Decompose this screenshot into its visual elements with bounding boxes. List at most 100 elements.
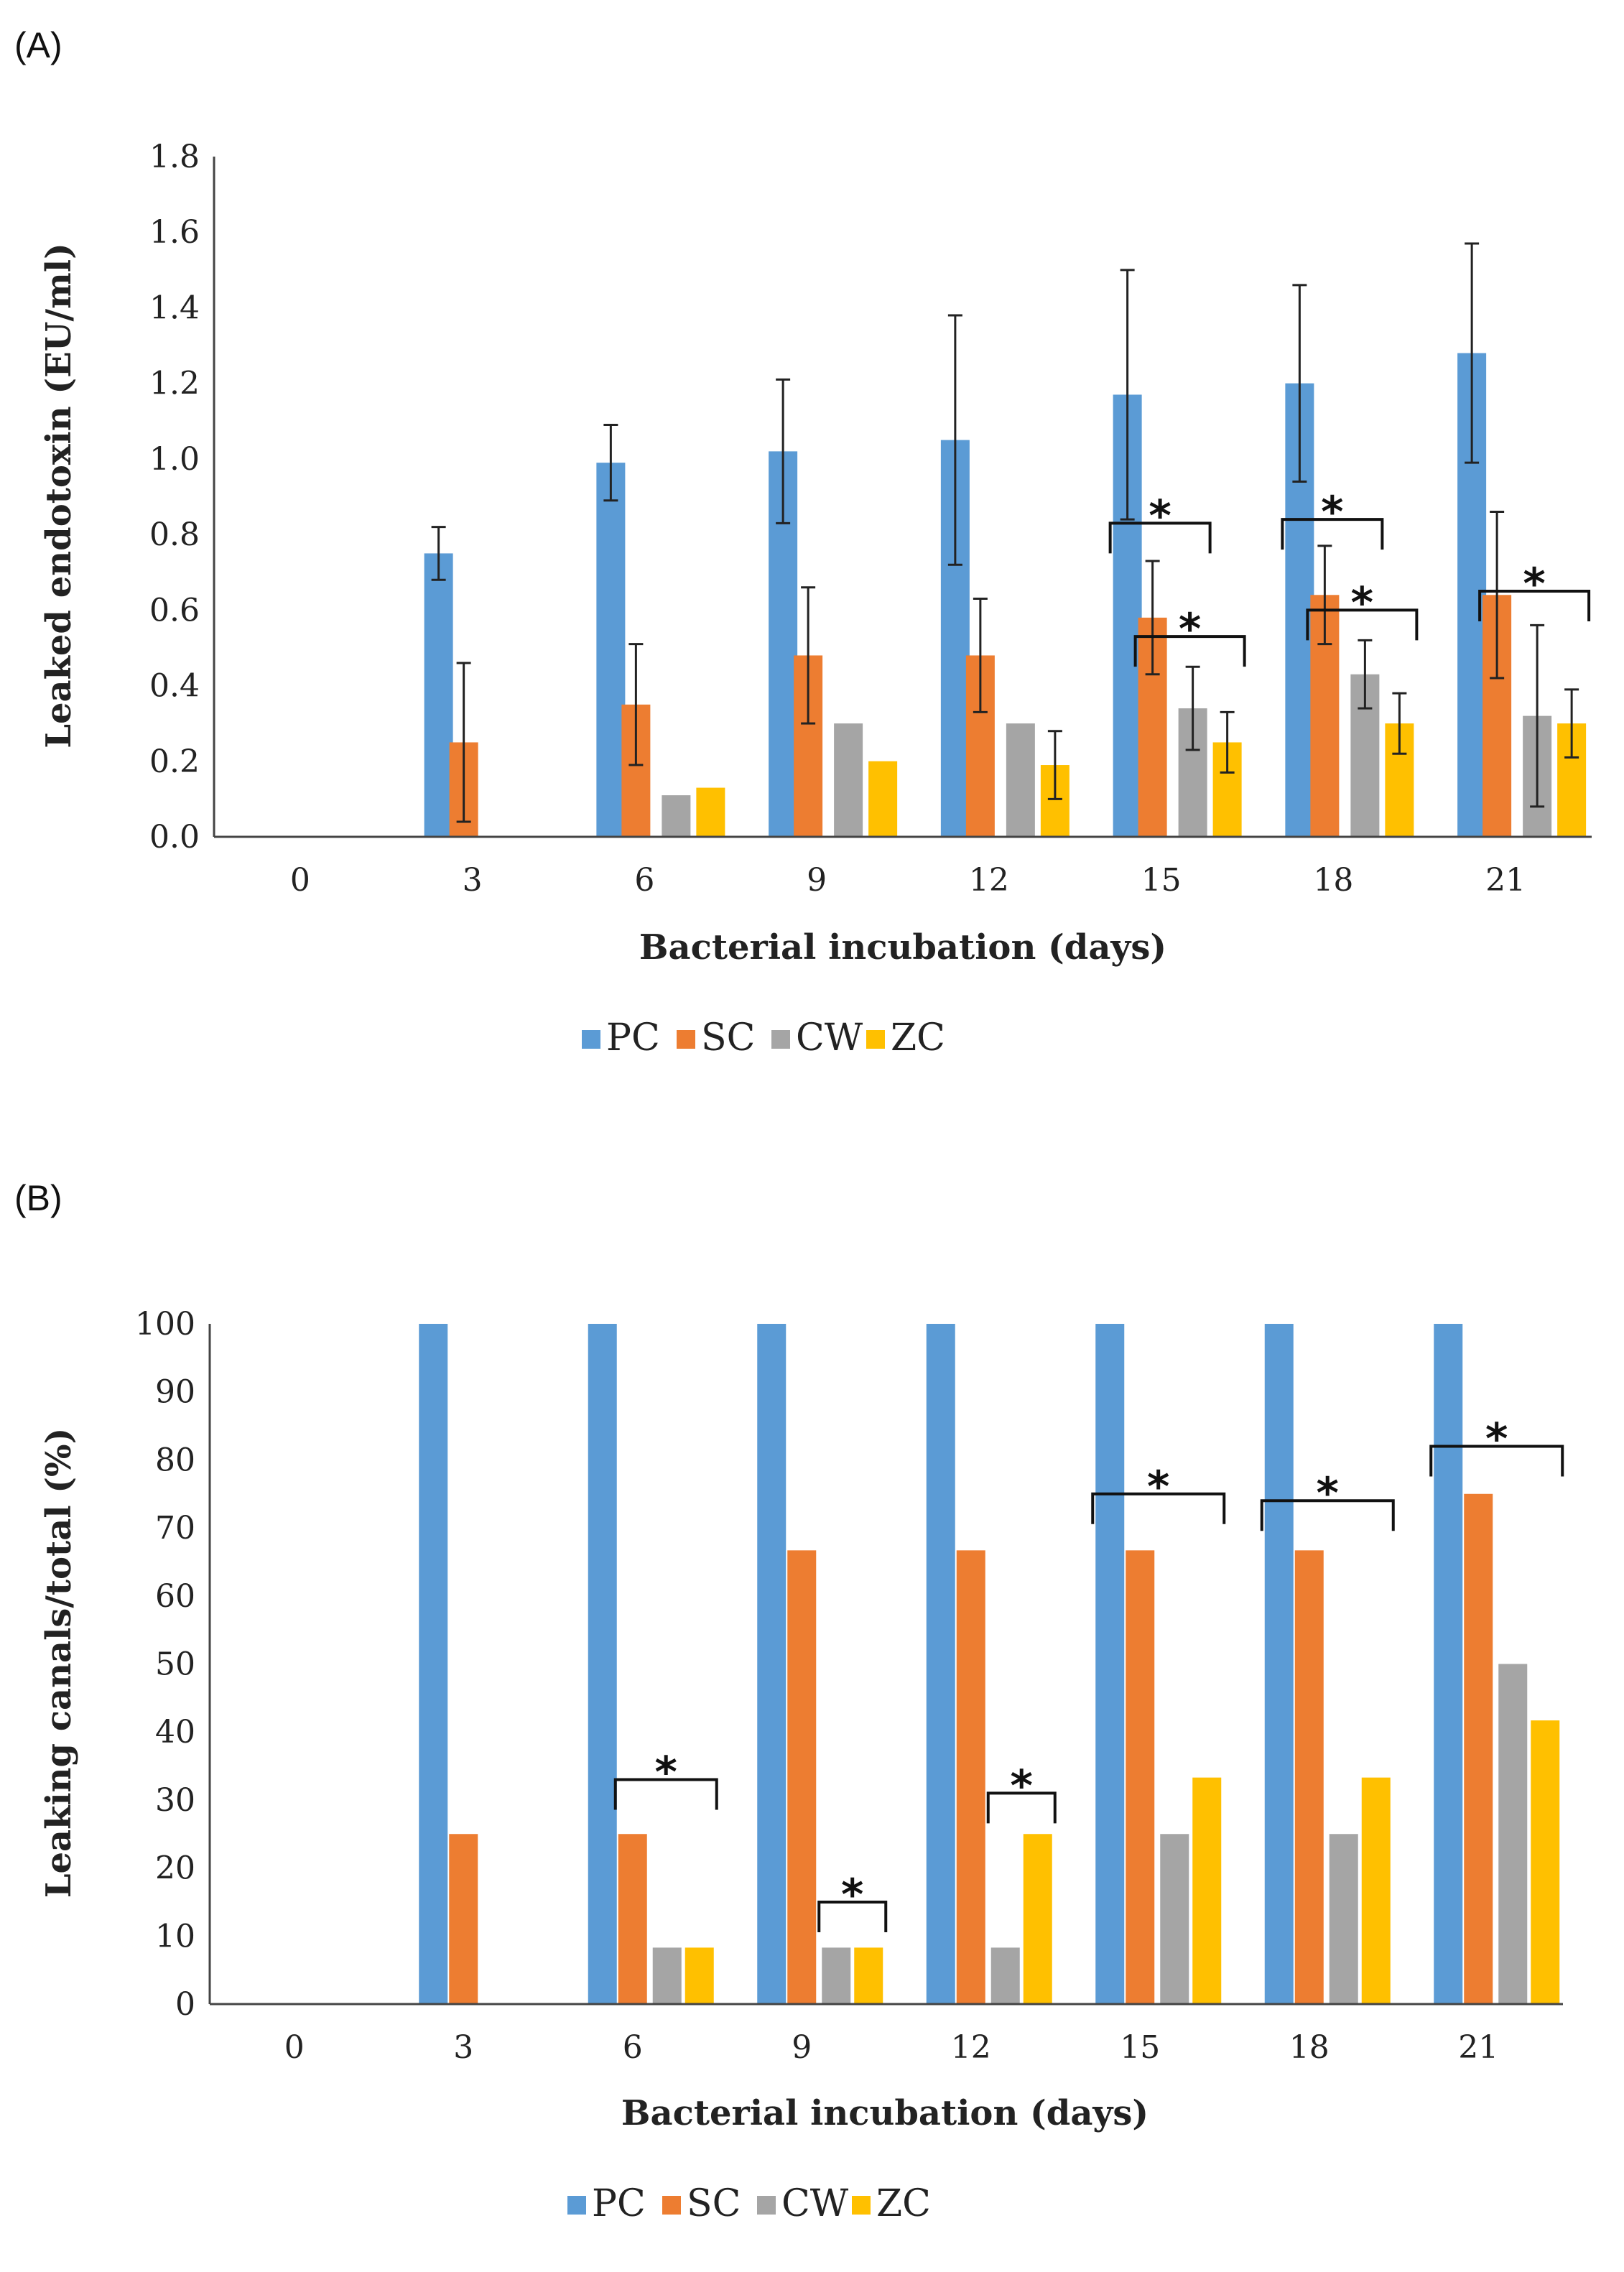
chart-b-bar-cw [990,1947,1020,2004]
chart-b-bar-cw [1329,1834,1358,2004]
chart-a-significance-star: * [1179,604,1201,654]
chart-b-x-tick-label: 15 [1120,2029,1160,2066]
chart-a-y-tick-label: 0.4 [149,668,200,705]
chart-b-bar-zc [854,1947,883,2004]
chart-a-significance-star: * [1149,491,1171,541]
chart-a-bar-cw [834,723,863,837]
chart-b-bar-zc [1023,1834,1052,2004]
chart-b-x-tick-label: 21 [1458,2029,1498,2066]
chart-a-x-tick-label: 0 [290,862,310,899]
chart-b-bar-cw [822,1947,851,2004]
chart-a-legend-swatch-cw [771,1030,790,1049]
chart-a-x-tick-label: 3 [463,862,483,899]
chart-b-x-tick-label: 3 [453,2029,473,2066]
panel-b-label: (B) [14,1178,62,1218]
chart-b-bar-zc [1192,1777,1222,2004]
chart-b-legend-swatch-pc [567,2196,586,2215]
chart-b-bar-pc [926,1324,955,2004]
chart-b-bar-pc [588,1324,617,2004]
chart-b-x-tick-label: 12 [951,2029,991,2066]
panel-a-label: (A) [14,25,62,65]
chart-a-legend-label-pc: PC [606,1016,660,1060]
chart-b-bar-cw [1160,1834,1189,2004]
chart-b-legend-swatch-cw [757,2196,776,2215]
chart-b-bar-sc [956,1550,985,2004]
chart-b-bar-sc [618,1834,647,2004]
chart-b-legend-label-zc: ZC [876,2182,931,2225]
chart-a-legend-swatch-zc [866,1030,885,1049]
chart-a-y-tick-label: 1.6 [149,214,200,251]
chart-b-y-tick-label: 30 [155,1782,195,1819]
chart-b-significance-bracket [817,1900,888,1932]
chart-a-legend-label-cw: CW [796,1016,863,1060]
chart-b-bar-pc [419,1324,448,2004]
chart-b-x-tick-label: 6 [623,2029,643,2066]
chart-b-bar-pc [757,1324,787,2004]
chart-a-y-tick-label: 1.0 [149,441,200,478]
chart-b-x-axis-title: Bacterial incubation (days) [621,2093,1149,2133]
chart-a-significance-star: * [1523,559,1545,609]
chart-a-legend-swatch-sc [677,1030,695,1049]
chart-a-bar-zc [696,787,725,837]
chart-b-bar-cw [652,1947,682,2004]
chart-b-y-tick-label: 60 [155,1578,195,1615]
chart-b-y-tick-label: 100 [135,1306,195,1343]
chart-a-x-tick-label: 18 [1313,862,1353,899]
chart-b: 0 10 20 30 40 50 60 70 80 90 100 0 3 6 9 12 15 18 21 * * * * * * [135,1306,1564,2066]
chart-b-legend-label-cw: CW [781,2182,849,2225]
chart-b-bar-pc [1095,1324,1125,2004]
chart-a-significance-bracket [1306,608,1419,641]
chart-b-significance-star: * [841,1870,863,1920]
chart-a: 0.0 0.2 0.4 0.6 0.8 1.0 1.2 1.4 1.6 1.8 0 3 6 9 12 15 18… [149,139,1592,899]
chart-b-bar-sc [1294,1550,1324,2004]
chart-a-y-tick-label: 0.8 [149,516,200,553]
chart-b-bar-sc [1126,1550,1155,2004]
chart-b-legend-swatch-sc [662,2196,681,2215]
chart-a-legend-label-sc: SC [701,1016,755,1060]
chart-a-y-tick-label: 0.0 [149,819,200,856]
chart-a-x-tick-label: 9 [807,862,827,899]
chart-a-legend: PC SC CW ZC [582,1016,945,1060]
chart-b-y-tick-label: 10 [155,1918,195,1955]
chart-b-significance-bracket [1091,1492,1226,1524]
chart-a-y-tick-label: 1.2 [149,366,200,402]
chart-a-significance-bracket [1478,590,1591,622]
chart-a-bar-cw [662,795,691,837]
chart-a-bar-zc [868,761,898,837]
chart-b-legend-label-pc: PC [592,2182,646,2225]
chart-b-bar-zc [1361,1777,1391,2004]
chart-a-bar-cw [1006,723,1035,837]
chart-b-significance-bracket [1429,1445,1564,1477]
chart-b-bar-cw [1498,1664,1528,2004]
chart-b-bar-zc [1531,1720,1560,2004]
chart-b-x-tick-label: 18 [1289,2029,1330,2066]
chart-b-significance-bracket [1260,1499,1395,1531]
chart-a-y-tick-label: 1.8 [149,139,200,175]
chart-b-significance-bracket [613,1778,718,1810]
chart-a-y-tick-label: 0.6 [149,592,200,629]
chart-a-x-tick-label: 21 [1485,862,1526,899]
chart-b-bar-sc [787,1550,817,2004]
chart-b-significance-star: * [1317,1468,1339,1518]
chart-a-x-tick-label: 12 [969,862,1009,899]
chart-b-bar-pc [1434,1324,1463,2004]
chart-a-x-axis-title: Bacterial incubation (days) [639,927,1166,968]
chart-b-bar-sc [449,1834,478,2004]
chart-a-bar-pc [424,553,453,837]
chart-a-significance-star: * [1351,578,1373,628]
chart-a-significance-bracket [1281,518,1384,550]
chart-b-x-tick-label: 0 [284,2029,305,2066]
chart-a-legend-label-zc: ZC [891,1016,945,1060]
chart-b-significance-bracket [986,1791,1057,1824]
chart-b-y-tick-label: 20 [155,1850,195,1887]
chart-b-significance-star: * [1485,1414,1508,1464]
chart-b-legend-swatch-zc [852,2196,871,2215]
chart-a-significance-bracket [1108,521,1212,554]
chart-b-significance-star: * [1147,1462,1169,1512]
chart-b-y-tick-label: 0 [175,1986,195,2023]
chart-b-bar-zc [685,1947,714,2004]
chart-b-bar-pc [1264,1324,1294,2004]
chart-b-x-tick-label: 9 [792,2029,812,2066]
chart-a-y-tick-label: 0.2 [149,743,200,780]
chart-a-x-tick-label: 15 [1141,862,1182,899]
